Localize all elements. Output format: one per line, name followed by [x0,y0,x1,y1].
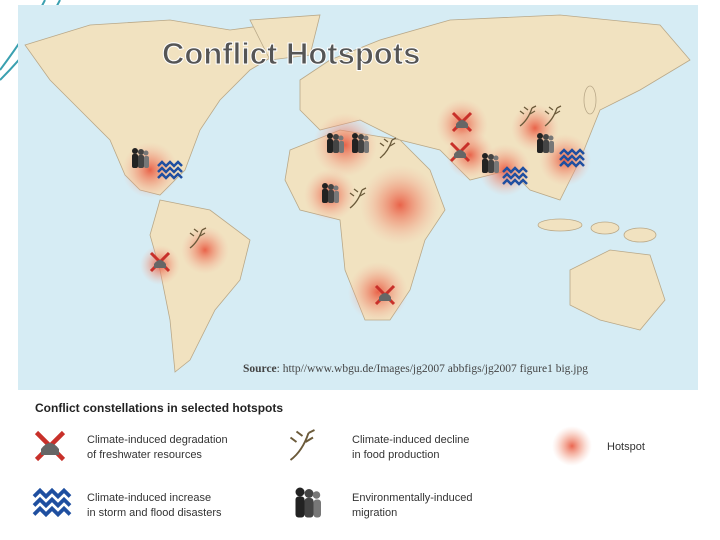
legend-label: Hotspot [607,441,645,453]
legend-label: Climate-induced increase [87,492,211,504]
legend-label: migration [352,507,397,519]
source-text: : http//www.wbgu.de/Images/jg2007 abbfig… [277,363,589,375]
legend-icons [32,426,592,518]
legend-label: in food production [352,449,439,461]
legend-label: Climate-induced degradation [87,434,228,446]
right-margin [700,0,720,540]
legend-label: Climate-induced decline [352,434,469,446]
legend-label: Environmentally-induced [352,492,472,504]
legend-label: in storm and flood disasters [87,507,222,519]
legend-label: of freshwater resources [87,449,202,461]
legend-title: Conflict constellations in selected hots… [35,401,283,415]
source-label: Source [243,363,277,375]
title: Conflict Hotspots [162,36,420,71]
source: Source: http//www.wbgu.de/Images/jg2007 … [243,363,588,375]
legend-text: Climate-induced degradation of freshwater… [87,434,645,519]
